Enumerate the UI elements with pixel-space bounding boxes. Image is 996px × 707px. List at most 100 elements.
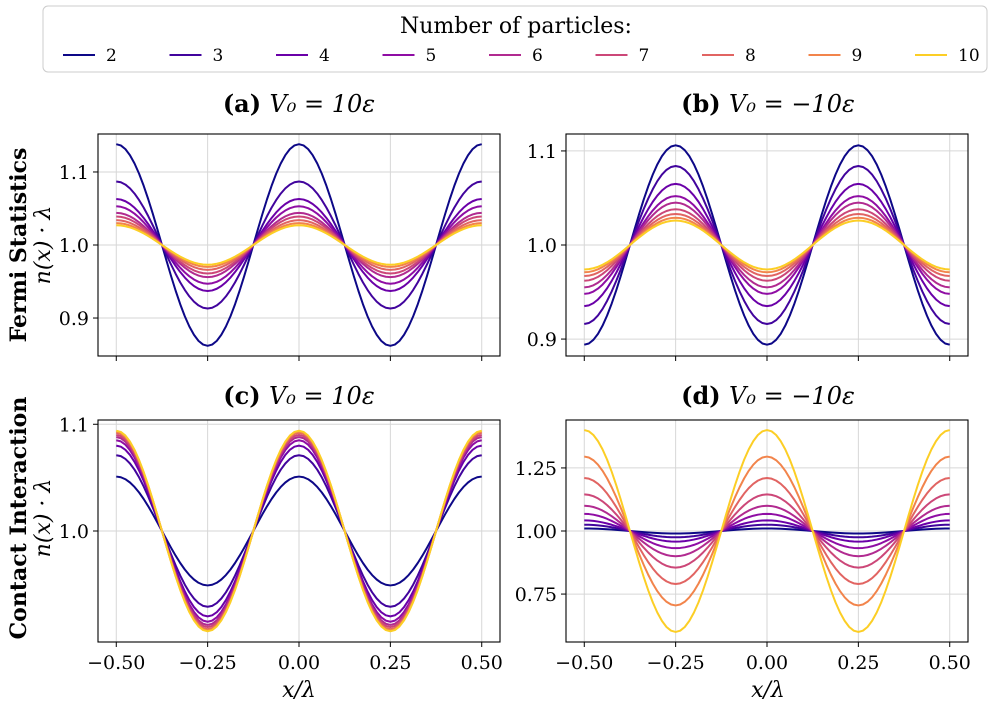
panel-d-xtick-label-3: 0.25 [837, 652, 879, 674]
panel-d-series-7 [584, 493, 950, 569]
row-label-bottom-bold: Contact Interaction [6, 397, 32, 640]
panel-c-title-math: V₀ = 10ε [269, 382, 375, 410]
panel-b: (b) V₀ = −10ε 0.9 1.0 1.1 [527, 89, 969, 361]
panel-a-ytick-label-1: 1.0 [59, 235, 89, 257]
panel-c-xtick-label-0: −0.50 [87, 652, 145, 674]
panel-a: (a) V₀ = 10ε 0.9 1.0 1.1 [59, 89, 501, 361]
panel-d-ytick-label-0: 0.75 [515, 584, 557, 606]
panel-d-ytick-label-2: 1.25 [515, 458, 557, 480]
panel-a-title-label: (a) [223, 89, 270, 118]
panel-d-series-8 [584, 477, 950, 585]
panel-a-title: (a) V₀ = 10ε [223, 89, 375, 118]
panel-a-series-4 [116, 197, 482, 293]
panel-d: (d) V₀ = −10ε −0.50 −0.25 0.00 0.25 0.50 0.75 1… [515, 381, 971, 674]
panel-b-series-9 [584, 216, 950, 274]
legend-label-7: 7 [639, 46, 650, 66]
panel-d-title-math: V₀ = −10ε [729, 382, 855, 410]
panel-c-yticks: 1.0 1.1 [59, 414, 98, 543]
panel-d-series [584, 429, 950, 633]
panel-a-series-5 [116, 205, 482, 285]
legend-label-8: 8 [745, 46, 756, 66]
panel-b-series-3 [584, 164, 950, 326]
panel-c-series [116, 429, 482, 633]
panel-c-title: (c) V₀ = 10ε [223, 381, 374, 410]
panel-b-series-6 [584, 201, 950, 289]
panel-d-xticks: −0.50 −0.25 0.00 0.25 0.50 [555, 642, 971, 674]
x-axis-label-right: x/λ [751, 678, 785, 703]
panel-c-ytick-label-1: 1.1 [59, 414, 89, 436]
row-label-top: Fermi Statistics n(x) · λ [6, 148, 56, 343]
panel-d-series-9 [584, 455, 950, 607]
panel-a-xticks [115, 356, 483, 361]
legend-label-10: 10 [958, 46, 980, 66]
panel-c-grid [98, 420, 500, 642]
panel-c-xtick-label-3: 0.25 [369, 652, 411, 674]
panel-c-series-3 [116, 454, 482, 608]
panel-b-grid [566, 134, 968, 356]
panel-a-series-6 [116, 211, 482, 279]
row-label-top-math: n(x) · λ [31, 206, 56, 285]
panel-d-yticks: 0.75 1.00 1.25 [515, 458, 566, 606]
row-label-bottom: Contact Interaction n(x) · λ [6, 397, 56, 640]
legend-label-6: 6 [532, 46, 543, 66]
panel-d-series-5 [584, 512, 950, 550]
panel-d-xtick-label-1: −0.25 [647, 652, 705, 674]
panel-d-series-2 [584, 527, 950, 535]
panel-b-title: (b) V₀ = −10ε [681, 89, 855, 118]
panel-a-yticks: 0.9 1.0 1.1 [59, 162, 98, 330]
panel-d-series-4 [584, 519, 950, 543]
panel-a-series-7 [116, 215, 482, 275]
panel-b-series-4 [584, 182, 950, 308]
panel-d-series-3 [584, 523, 950, 539]
panel-b-xticks [583, 356, 951, 361]
panel-c-xtick-label-2: 0.00 [278, 652, 320, 674]
panel-c-xticks: −0.50 −0.25 0.00 0.25 0.50 [87, 642, 503, 674]
panel-b-series-5 [584, 195, 950, 295]
panel-a-ytick-label-2: 1.1 [59, 162, 89, 184]
panel-c: (c) V₀ = 10ε −0.50 −0.25 0.00 0.25 0.50 1.0 1.1 [59, 381, 503, 674]
panel-a-title-math: V₀ = 10ε [269, 90, 375, 118]
panel-b-ytick-label-2: 1.1 [527, 141, 557, 163]
panel-b-ytick-label-1: 1.0 [527, 235, 557, 257]
panel-b-series-8 [584, 212, 950, 278]
panel-d-xtick-label-2: 0.00 [746, 652, 788, 674]
panel-c-ytick-label-0: 1.0 [59, 521, 89, 543]
panel-b-ytick-label-0: 0.9 [527, 329, 557, 351]
panel-b-yticks: 0.9 1.0 1.1 [527, 141, 566, 351]
panel-b-title-math: V₀ = −10ε [729, 90, 855, 118]
row-label-bottom-math: n(x) · λ [31, 479, 56, 558]
panel-c-title-label: (c) [223, 381, 269, 410]
panel-a-ytick-label-0: 0.9 [59, 308, 89, 330]
panel-d-xtick-label-4: 0.50 [929, 652, 971, 674]
panel-d-series-10 [584, 429, 950, 633]
panel-d-title-label: (d) [681, 381, 729, 410]
legend-label-5: 5 [426, 46, 437, 66]
panel-c-xtick-label-4: 0.50 [461, 652, 503, 674]
panel-a-series-10 [116, 224, 482, 266]
panel-a-series [116, 143, 482, 347]
panel-b-title-label: (b) [681, 89, 729, 118]
panel-c-series-10 [116, 429, 482, 633]
legend-label-3: 3 [213, 46, 224, 66]
legend-label-9: 9 [852, 46, 863, 66]
panel-a-series-2 [116, 143, 482, 347]
panel-b-series [584, 144, 950, 346]
panel-b-series-2 [584, 144, 950, 346]
panel-b-series-10 [584, 219, 950, 271]
legend-label-2: 2 [106, 46, 117, 66]
row-label-top-bold: Fermi Statistics [6, 148, 32, 343]
panel-d-xtick-label-0: −0.50 [555, 652, 613, 674]
legend-entries: 2 3 4 5 6 7 8 9 10 [63, 46, 980, 66]
panel-c-xtick-label-1: −0.25 [179, 652, 237, 674]
panel-a-series-3 [116, 180, 482, 310]
x-axis-label-left: x/λ [282, 678, 316, 703]
legend-label-4: 4 [319, 46, 330, 66]
panel-a-series-8 [116, 219, 482, 271]
panel-a-grid [98, 134, 500, 356]
panel-d-series-6 [584, 504, 950, 558]
legend: Number of particles: 2 3 4 5 6 7 8 9 10 [42, 5, 988, 73]
panel-d-title: (d) V₀ = −10ε [681, 381, 855, 410]
panel-b-series-7 [584, 208, 950, 282]
panel-c-series-2 [116, 475, 482, 587]
